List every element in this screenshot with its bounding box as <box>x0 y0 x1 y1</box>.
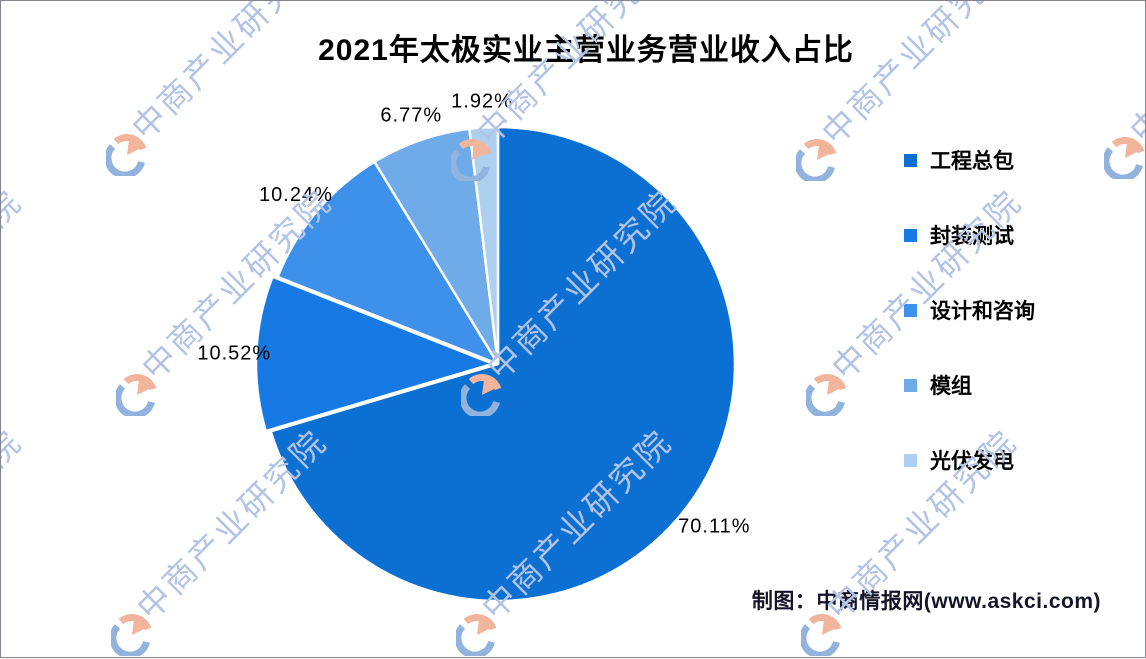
legend-item-3: 模组 <box>904 373 1035 397</box>
legend-swatch-icon <box>904 154 917 167</box>
legend-swatch-icon <box>904 454 917 467</box>
credit-line: 制图：中商情报网(www.askci.com) <box>752 585 1101 615</box>
legend: 工程总包 封装测试 设计和咨询 模组 光伏发电 <box>904 148 1035 523</box>
legend-swatch-icon <box>904 379 917 392</box>
legend-label: 设计和咨询 <box>930 295 1035 325</box>
legend-label: 工程总包 <box>930 145 1014 175</box>
legend-label: 光伏发电 <box>930 445 1014 475</box>
chart-title: 2021年太极实业主营业务营业收入占比 <box>318 25 854 69</box>
pie-value-label: 10.52% <box>197 342 271 364</box>
pie-value-label: 70.11% <box>678 516 750 538</box>
pie-value-label: 10.24% <box>259 184 333 206</box>
legend-swatch-icon <box>904 229 917 242</box>
legend-item-0: 工程总包 <box>904 148 1035 172</box>
legend-label: 模组 <box>930 370 972 400</box>
legend-item-4: 光伏发电 <box>904 448 1035 472</box>
legend-label: 封装测试 <box>930 220 1014 250</box>
pie-value-label: 6.77% <box>380 105 442 127</box>
legend-item-2: 设计和咨询 <box>904 298 1035 322</box>
legend-item-1: 封装测试 <box>904 223 1035 247</box>
legend-swatch-icon <box>904 304 917 317</box>
pie-value-label: 1.92% <box>451 90 513 112</box>
